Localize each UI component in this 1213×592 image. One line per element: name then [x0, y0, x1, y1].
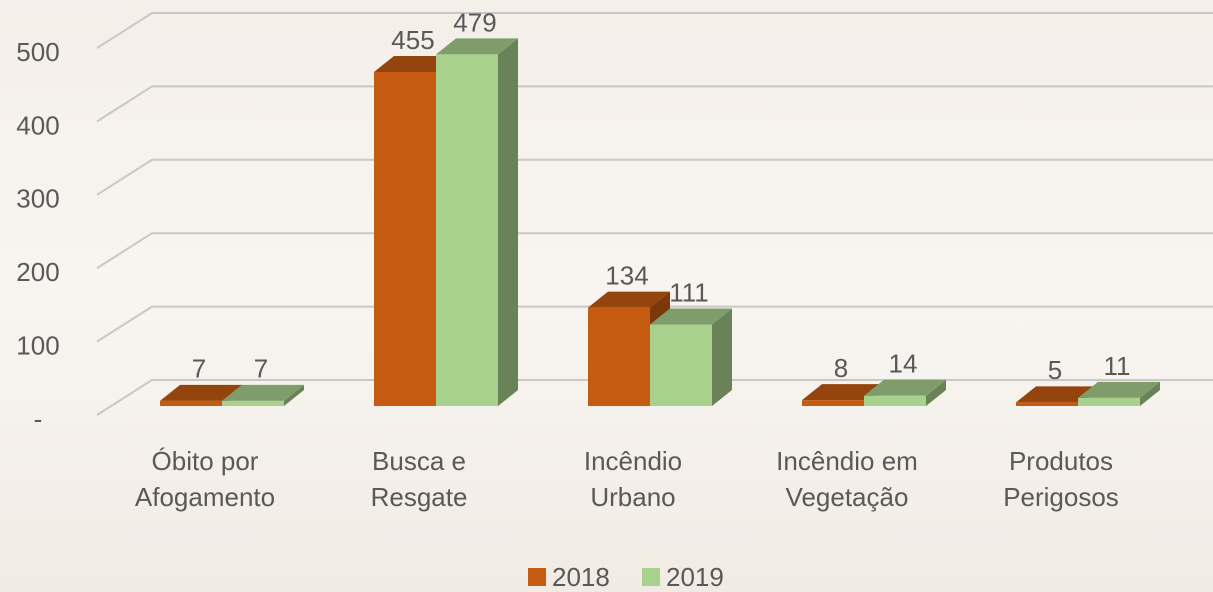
y-tick-label: 400	[16, 110, 59, 140]
grid-line	[96, 158, 1213, 196]
y-tick-label: 500	[16, 37, 59, 67]
bar	[1078, 397, 1140, 406]
legend-swatch	[528, 568, 546, 586]
bar	[650, 324, 712, 406]
x-tick-label: Afogamento	[135, 482, 275, 512]
y-tick-label: 300	[16, 184, 59, 214]
x-tick-label: Produtos	[1009, 446, 1113, 476]
x-tick-label: Vegetação	[786, 482, 909, 512]
bar-top	[222, 384, 304, 401]
bar-side	[284, 384, 304, 406]
bar	[1016, 402, 1078, 406]
grid-line	[96, 232, 1213, 270]
y-tick-label: 100	[16, 330, 59, 360]
x-tick-label: Incêndio	[584, 446, 682, 476]
grid-line	[96, 12, 1213, 49]
x-tick-label: Perigosos	[1003, 482, 1119, 512]
bar-side	[498, 38, 518, 406]
data-label: 5	[1048, 355, 1062, 385]
y-tick-label: 200	[16, 257, 59, 287]
data-label: 134	[605, 261, 648, 291]
grid-line	[96, 85, 1213, 123]
data-label: 11	[1104, 351, 1131, 381]
x-tick-label: Resgate	[371, 482, 468, 512]
bar-side	[1140, 381, 1160, 406]
bar-top	[650, 308, 732, 325]
data-label: 14	[889, 349, 918, 379]
x-tick-label: Óbito por	[152, 446, 259, 476]
grid-line	[96, 305, 1213, 343]
bar	[374, 72, 436, 406]
bar-top	[160, 384, 242, 401]
x-tick-label: Incêndio em	[776, 446, 918, 476]
bar-top	[864, 379, 946, 396]
legend-label: 2018	[552, 562, 610, 592]
data-label: 111	[669, 277, 709, 307]
data-label: 455	[391, 25, 434, 55]
bar-top	[436, 38, 518, 55]
bar	[802, 400, 864, 406]
grid-line	[96, 379, 1213, 416]
bar-top	[802, 384, 884, 401]
bar-top	[374, 56, 456, 73]
bar	[222, 400, 284, 406]
bar-top	[1078, 381, 1160, 398]
legend-swatch	[642, 568, 660, 586]
bar-side	[712, 308, 732, 406]
bar	[160, 400, 222, 406]
x-tick-label: Busca e	[372, 446, 466, 476]
data-label: 479	[453, 7, 496, 37]
bar	[864, 395, 926, 406]
bar-top	[588, 291, 670, 308]
legend-label: 2019	[666, 562, 724, 592]
data-label: 7	[192, 354, 206, 384]
x-tick-label: Urbano	[590, 482, 675, 512]
data-label: 8	[834, 353, 848, 383]
bar-side	[926, 379, 946, 406]
bar-top	[1016, 386, 1098, 403]
data-label: 7	[254, 354, 268, 384]
bar	[436, 54, 498, 406]
bar	[588, 307, 650, 406]
y-tick-label: -	[34, 404, 43, 434]
